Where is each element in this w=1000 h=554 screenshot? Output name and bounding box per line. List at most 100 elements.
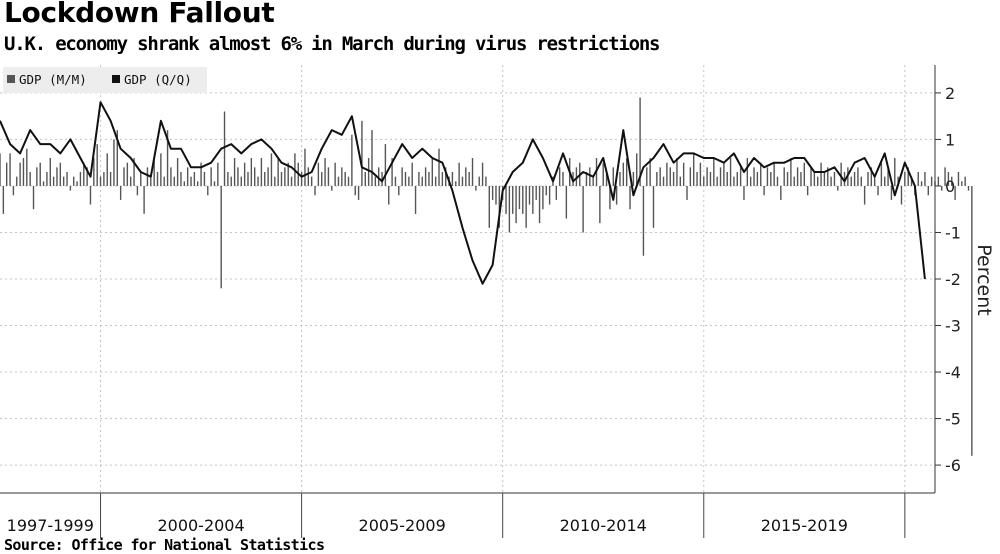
bar-mm <box>793 176 795 186</box>
bar-mm <box>920 181 923 186</box>
bar-mm <box>421 176 423 186</box>
bar-mm <box>873 176 876 186</box>
bar-mm <box>116 130 118 186</box>
bar-mm <box>837 185 839 191</box>
bar-mm <box>646 167 648 186</box>
bar-mm <box>284 167 286 186</box>
bar-mm <box>867 172 869 186</box>
bar-mm <box>166 130 169 186</box>
bar-mm <box>957 172 960 186</box>
bar-mm <box>599 185 601 224</box>
bar-mm <box>863 185 866 205</box>
bar-mm <box>310 176 313 186</box>
bar-mm <box>304 148 306 186</box>
bar-mm <box>233 158 236 186</box>
bar-mm <box>183 181 186 186</box>
bar-mm <box>140 172 142 186</box>
bar-mm <box>237 167 239 186</box>
bar-mm <box>696 172 698 186</box>
bar-mm <box>676 158 678 186</box>
bar-mm <box>143 185 145 214</box>
bar-mm <box>398 185 400 196</box>
bar-mm <box>535 185 537 200</box>
bar-mm <box>589 167 591 186</box>
bar-mm <box>609 185 611 210</box>
bar-mm <box>86 167 88 186</box>
bar-mm <box>156 172 159 186</box>
bar-mm <box>193 172 196 186</box>
bar-mm <box>260 158 263 186</box>
bar-mm <box>726 172 728 186</box>
bar-mm <box>713 158 715 186</box>
bar-mm <box>615 185 618 205</box>
bar-mm <box>827 167 829 186</box>
bar-mm <box>133 158 135 186</box>
bar-mm <box>223 111 226 186</box>
bar-mm <box>190 176 192 186</box>
bar-mm <box>505 185 507 214</box>
bar-mm <box>894 158 896 186</box>
bar-mm <box>93 158 95 186</box>
bar-mm <box>649 158 651 186</box>
y-tick-label: -2 <box>945 270 961 289</box>
bar-mm <box>96 144 98 186</box>
y-axis-ticks: 2 1 0 -1 -2 -3 -4 -5 -6 <box>935 84 961 475</box>
bar-mm <box>16 176 18 186</box>
legend-background <box>3 67 207 93</box>
bar-mm <box>6 162 8 186</box>
bar-mm <box>267 167 269 186</box>
bar-mm <box>103 172 105 186</box>
bar-mm <box>150 176 152 186</box>
bar-mm <box>558 167 561 186</box>
bar-mm <box>937 176 940 186</box>
bar-mm <box>83 162 85 186</box>
bar-mm <box>247 172 249 186</box>
bar-mm <box>743 185 745 200</box>
bar-mm <box>766 167 769 186</box>
bar-mm <box>240 176 242 186</box>
bar-mm <box>361 120 363 186</box>
bar-mm <box>930 176 933 186</box>
bar-mm <box>217 162 219 186</box>
bar-mm <box>850 176 852 186</box>
bar-mm <box>200 162 202 186</box>
bar-mm <box>337 176 340 186</box>
bar-mm <box>562 172 564 186</box>
bar-mm <box>113 139 115 186</box>
bar-mm <box>746 158 749 186</box>
bar-mm <box>99 176 102 186</box>
bar-mm <box>491 185 494 200</box>
bar-mm <box>796 167 799 186</box>
bar-mm <box>904 172 906 186</box>
legend-label-mm: GDP (M/M) <box>19 72 87 87</box>
bar-mm <box>619 172 621 186</box>
bar-mm <box>203 172 206 186</box>
bar-mm <box>176 158 179 186</box>
bar-mm <box>471 158 474 186</box>
bar-mm <box>351 134 353 186</box>
bar-mm <box>468 172 470 186</box>
bar-mm <box>629 185 631 210</box>
bar-mm <box>662 176 665 186</box>
bar-mm <box>910 176 913 186</box>
bar-mm <box>672 172 675 186</box>
bar-mm <box>498 185 501 228</box>
bar-mm <box>461 176 464 186</box>
bar-mm <box>528 185 531 205</box>
bar-mm <box>2 185 5 214</box>
bar-mm <box>636 153 638 186</box>
bar-mm <box>682 162 685 186</box>
bar-mm <box>823 172 826 186</box>
bar-mm <box>488 185 490 228</box>
bar-mm <box>538 185 541 224</box>
bar-mm <box>760 162 762 186</box>
bar-mm <box>290 176 293 186</box>
bar-mm <box>518 185 521 210</box>
bar-mm <box>210 167 212 186</box>
bar-mm <box>243 162 246 186</box>
bar-mm <box>227 172 229 186</box>
bar-mm <box>391 158 393 186</box>
bar-mm <box>344 172 346 186</box>
bar-mm <box>783 167 785 186</box>
bar-mm <box>749 176 752 186</box>
